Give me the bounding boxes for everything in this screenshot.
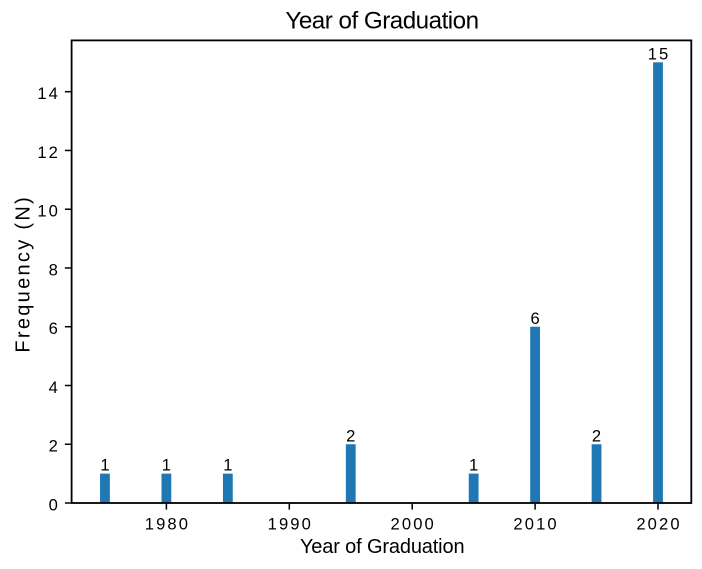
svg-text:Year of Graduation: Year of Graduation — [285, 8, 478, 35]
svg-text:1: 1 — [162, 456, 173, 475]
svg-text:6: 6 — [49, 319, 60, 338]
svg-text:8: 8 — [49, 260, 60, 279]
svg-text:6: 6 — [530, 309, 541, 328]
svg-text:1990: 1990 — [268, 514, 313, 533]
svg-text:1980: 1980 — [145, 514, 190, 533]
svg-text:2020: 2020 — [636, 514, 681, 533]
svg-text:2000: 2000 — [391, 514, 436, 533]
svg-text:14: 14 — [37, 84, 60, 103]
svg-text:4: 4 — [49, 378, 60, 397]
svg-text:2: 2 — [49, 437, 60, 456]
svg-text:15: 15 — [648, 44, 671, 63]
svg-text:0: 0 — [49, 495, 60, 514]
svg-text:1: 1 — [469, 456, 480, 475]
svg-text:Year of Graduation: Year of Graduation — [300, 536, 464, 558]
svg-text:2: 2 — [346, 426, 357, 445]
svg-text:1: 1 — [100, 456, 111, 475]
svg-text:12: 12 — [37, 143, 60, 162]
svg-text:1: 1 — [223, 456, 234, 475]
svg-text:2010: 2010 — [513, 514, 558, 533]
svg-text:10: 10 — [37, 202, 60, 221]
svg-text:2: 2 — [592, 426, 603, 445]
svg-text:Frequency (N): Frequency (N) — [13, 195, 35, 353]
